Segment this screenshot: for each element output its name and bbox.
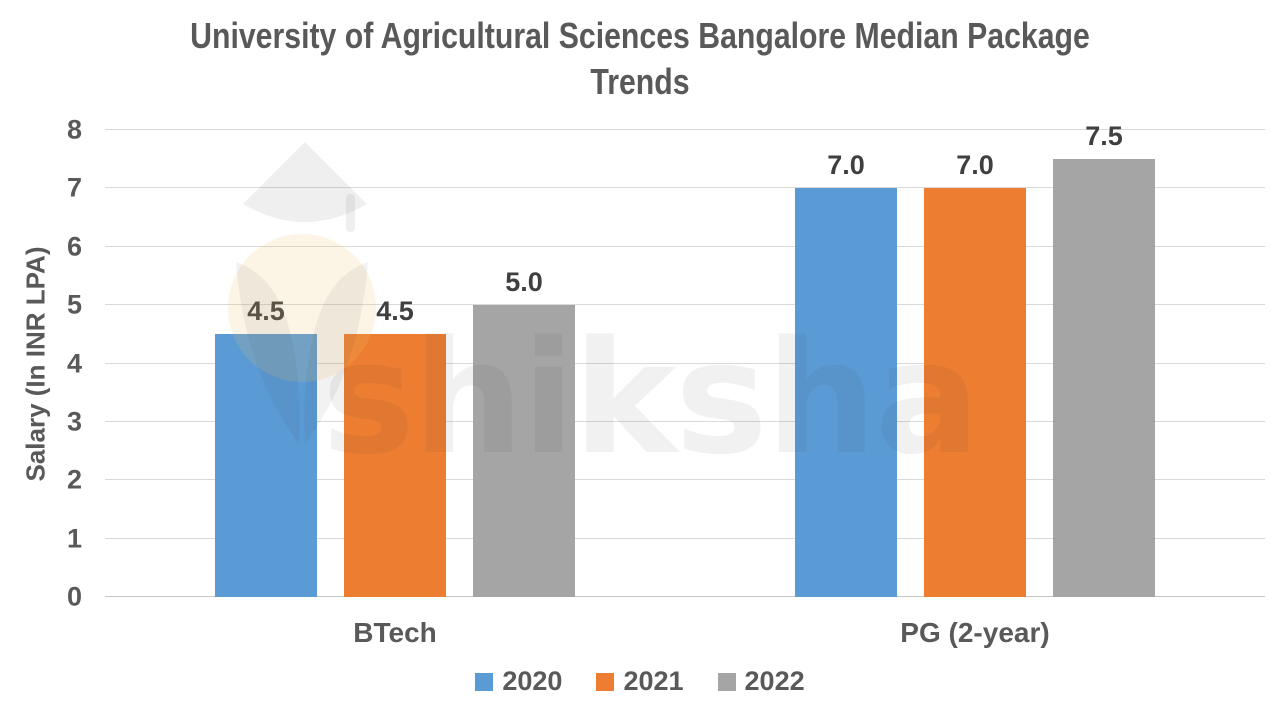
legend-item-2021: 2021 (596, 666, 684, 696)
gridline-y-4 (105, 362, 1265, 364)
ytick-label-6: 6 (66, 231, 82, 262)
x-category-pg-2-year-: PG (2-year) (900, 617, 1050, 648)
gridline-y-7 (105, 187, 1265, 189)
bar-btech-2020: 4.5 (215, 298, 317, 597)
ytick-label-1: 1 (66, 523, 82, 554)
bar-group-pg-2-year-: 7.0 7.0 7.5 (685, 123, 1265, 597)
data-label-pg-2-year--2021: 7.0 (956, 150, 994, 181)
ytick-label-0: 0 (66, 581, 82, 612)
x-category-labels: BTech PG (2-year) (105, 617, 1265, 649)
legend-item-2020: 2020 (475, 668, 562, 695)
gridline-y-3 (105, 420, 1265, 422)
legend-swatch-2020 (475, 672, 494, 691)
bar-group-btech: 4.5 4.5 5.0 (105, 130, 685, 597)
ytick-label-2: 2 (66, 464, 82, 495)
gridline-y-0 (105, 596, 1265, 597)
chart-title: University of Agricultural Sciences Bang… (190, 15, 1090, 102)
ytick-label-4: 4 (66, 348, 82, 378)
gridline-y-8 (105, 129, 1265, 130)
legend-item-2022: 2022 (717, 666, 805, 696)
data-label-btech-2022: 5.0 (505, 267, 543, 298)
data-label-btech-2020: 4.5 (247, 296, 285, 327)
ytick-label-8: 8 (66, 114, 82, 145)
legend: 2020 2021 2022 (0, 668, 1280, 695)
ytick-label-5: 5 (66, 289, 82, 320)
bar-pg-2-year--2021: 7.0 (924, 152, 1026, 597)
plot-area: 4.5 4.5 5.0 7.0 7.0 7.5 (105, 123, 1265, 597)
bar-btech-2022: 5.0 (473, 269, 575, 597)
bar-btech-2021: 4.5 (344, 298, 446, 597)
ytick-label-3: 3 (66, 406, 82, 437)
legend-swatch-2022 (717, 672, 736, 691)
x-category-btech: BTech (353, 617, 437, 648)
ytick-label-7: 7 (66, 172, 82, 203)
legend-swatch-2021 (596, 672, 615, 691)
bars-row: 4.5 4.5 5.0 7.0 7.0 7.5 (105, 123, 1265, 597)
y-axis-ticks: 0 1 2 3 4 5 6 7 8 (20, 116, 82, 610)
gridline-y-2 (105, 479, 1265, 481)
legend-label-2020: 2020 (502, 666, 563, 696)
legend-label-2022: 2022 (744, 666, 805, 696)
gridline-y-1 (105, 537, 1265, 539)
gridline-y-6 (105, 245, 1265, 247)
data-label-pg-2-year--2022: 7.5 (1085, 121, 1123, 152)
gridline-y-5 (105, 304, 1265, 306)
data-label-btech-2021: 4.5 (376, 296, 414, 327)
bar-pg-2-year--2020: 7.0 (795, 152, 897, 597)
legend-label-2021: 2021 (623, 666, 684, 696)
data-label-pg-2-year--2020: 7.0 (827, 150, 865, 181)
bar-pg-2-year--2022: 7.5 (1053, 123, 1155, 597)
